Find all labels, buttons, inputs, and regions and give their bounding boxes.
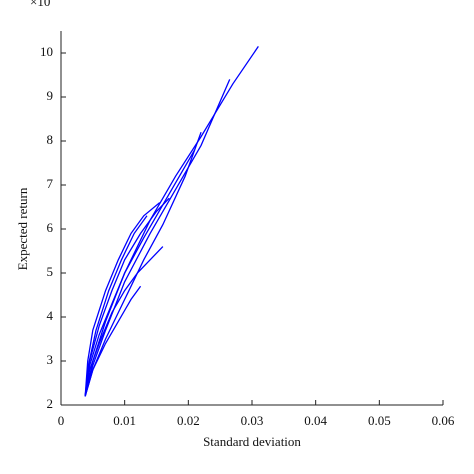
frontier-line (84, 202, 161, 397)
y-tick-label: 7 (47, 176, 54, 191)
frontier-line (84, 46, 259, 397)
frontier-line (84, 215, 148, 397)
frontier-line (84, 79, 231, 397)
y-tick-label: 2 (47, 396, 54, 411)
frontier-line (84, 149, 196, 397)
x-tick-label: 0.01 (113, 413, 136, 428)
x-tick-label: 0.06 (432, 413, 455, 428)
y-tick-label: 3 (47, 352, 54, 367)
frontier-line (84, 246, 164, 397)
x-tick-label: 0.03 (241, 413, 264, 428)
y-tick-label: 8 (47, 132, 54, 147)
y-tick-label: 6 (47, 220, 54, 235)
y-multiplier: ×10 (30, 0, 50, 9)
y-tick-label: 10 (40, 44, 53, 59)
frontier-line (84, 131, 202, 397)
y-tick-label: 5 (47, 264, 54, 279)
frontier-line (84, 285, 142, 397)
x-axis-label: Standard deviation (203, 434, 301, 449)
x-tick-label: 0 (58, 413, 65, 428)
x-tick-label: 0.05 (368, 413, 391, 428)
y-tick-label: 4 (47, 308, 54, 323)
x-tick-label: 0.02 (177, 413, 200, 428)
x-tick-label: 0.04 (304, 413, 327, 428)
y-tick-label: 9 (47, 88, 54, 103)
y-axis-label: Expected return (15, 187, 30, 270)
frontier-line (84, 197, 170, 397)
